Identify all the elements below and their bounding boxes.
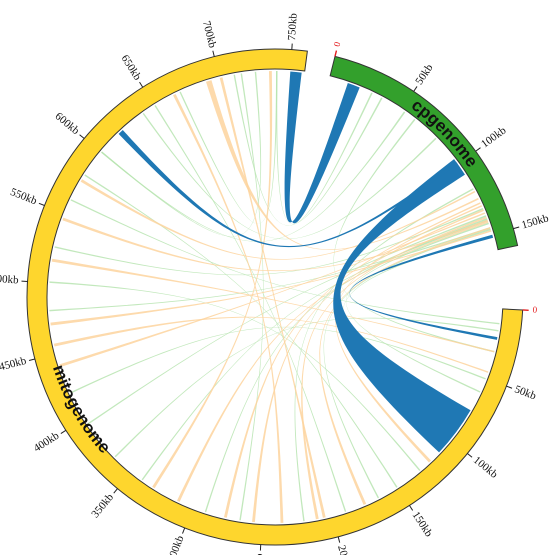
mitogenome-tick-300-mark (182, 527, 186, 534)
cpgenome-tick-150-label: 150kb (520, 212, 550, 231)
mitogenome-tick-250: 250kb (252, 544, 266, 555)
cpgenome-tick-150-mark (513, 226, 520, 230)
cpgenome-tick-100-mark (475, 147, 481, 152)
mitogenome-tick-450-mark (28, 358, 35, 361)
link-green-39 (179, 71, 278, 224)
mitogenome-tick-350-mark (113, 488, 118, 494)
mitogenome-tick-200-label: 200kb (335, 544, 354, 555)
mitogenome-tick-200-mark (337, 536, 341, 543)
cpgenome-tick-100: 100kb (475, 124, 509, 152)
mitogenome-tick-250-label: 250kb (252, 553, 266, 555)
mitogenome-tick-700-mark (212, 50, 215, 57)
cpgenome-label: cpgenome (408, 95, 482, 170)
cpgenome-tick-50-label: 50kb (413, 62, 436, 87)
mitogenome-tick-450-label: 450kb (0, 355, 28, 374)
mitogenome-ring (26, 48, 524, 546)
mitogenome-tick-200: 200kb (335, 536, 354, 555)
cpgenome-tick-0-label: 0 (332, 40, 343, 47)
mitogenome-tick-150-label: 150kb (410, 509, 435, 539)
mitogenome-tick-100-label: 100kb (471, 454, 500, 481)
mitogenome-tick-500-label: 500kb (0, 273, 19, 287)
cpgenome-tick-150: 150kb (513, 212, 550, 231)
mitogenome-tick-400-mark (60, 429, 67, 434)
link-green-41 (101, 71, 262, 237)
link-blue-0 (333, 159, 471, 453)
mitogenome-tick-650: 650kb (119, 53, 144, 88)
mitogenome-tick-300: 300kb (165, 527, 187, 555)
mitogenome-tick-50-label: 50kb (513, 383, 538, 402)
ticks-layer: 0 50kb 100kb 150kb 200kb 250kb 300kb 350kb 400kb… (0, 12, 550, 555)
link-blue-1 (284, 71, 360, 224)
mitogenome-tick-600: 600kb (53, 110, 85, 139)
mitogenome-tick-0-label: 0 (532, 305, 538, 315)
mitogenome-tick-550-label: 550kb (9, 186, 39, 207)
cpgenome-tick-0-mark (334, 50, 338, 57)
link-green-25 (323, 228, 491, 499)
mitogenome-tick-50-mark (506, 385, 513, 389)
mitogenome-tick-50: 50kb (506, 383, 538, 403)
mitogenome-tick-400: 400kb (32, 429, 67, 455)
link-orange-16 (173, 94, 284, 523)
mitogenome-tick-100: 100kb (467, 453, 500, 481)
link-green-40 (233, 74, 383, 226)
mitogenome-tick-300-label: 300kb (165, 534, 186, 555)
mitogenome-tick-150-mark (409, 505, 414, 511)
link-blue-3 (349, 234, 498, 340)
mitogenome-tick-700: 700kb (200, 20, 218, 57)
links-layer (49, 71, 500, 523)
link-orange-10 (59, 212, 486, 368)
link-orange-15 (219, 77, 326, 518)
mitogenome-tick-450: 450kb (0, 355, 35, 374)
link-green-37 (101, 111, 406, 242)
mitogenome-tick-350-label: 350kb (89, 491, 116, 520)
cpgenome-tick-50: 50kb (413, 62, 436, 92)
cpgenome-tick-0: 0 (332, 40, 343, 57)
cpgenome-tick-50-mark (413, 86, 418, 92)
mitogenome-tick-550: 550kb (9, 186, 45, 208)
mitogenome-tick-650-mark (139, 81, 144, 88)
mitogenome-tick-700-label: 700kb (200, 20, 218, 50)
mitogenome-tick-500: 500kb (0, 273, 28, 287)
mitogenome-tick-0: 0 (522, 305, 538, 315)
cpgenome-ring (329, 55, 519, 251)
mitogenome-tick-600-label: 600kb (53, 110, 82, 137)
cpgenome-tick-100-label: 100kb (479, 124, 509, 150)
link-orange-18 (51, 258, 495, 353)
mitogenome-tick-600-mark (79, 134, 85, 139)
mitogenome-tick-150: 150kb (409, 505, 435, 539)
ring-layer (26, 48, 524, 546)
mitogenome-tick-750: 750kb (286, 12, 300, 50)
mitogenome-tick-350: 350kb (89, 488, 118, 520)
mitogenome-tick-550-mark (38, 202, 45, 206)
link-green-36 (70, 199, 500, 325)
mitogenome-tick-400-label: 400kb (32, 429, 62, 454)
mitogenome-tick-650-label: 650kb (119, 53, 144, 83)
mitogenome-tick-750-label: 750kb (286, 12, 300, 41)
mitogenome-tick-100-mark (467, 453, 473, 458)
